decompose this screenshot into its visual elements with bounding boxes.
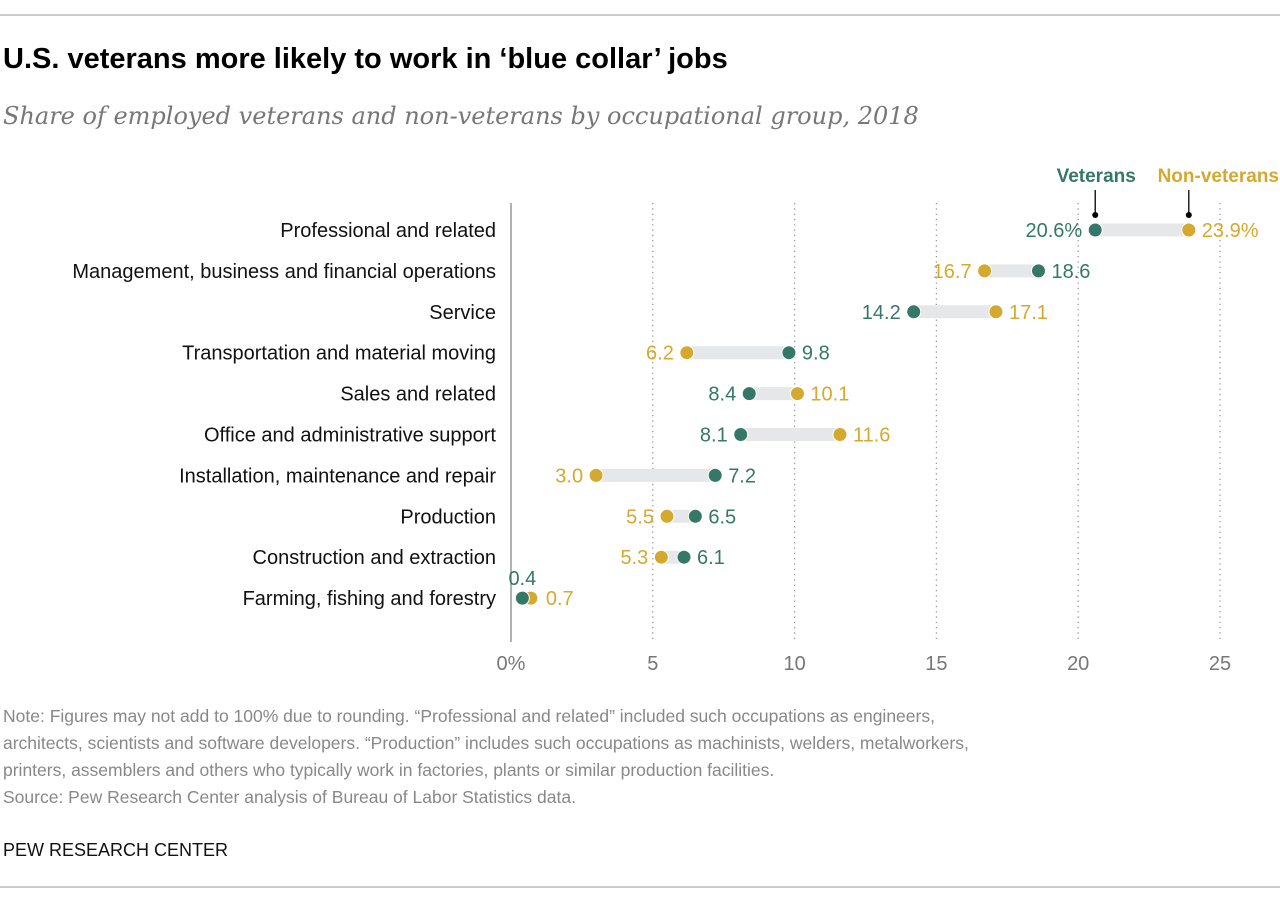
veterans-dot bbox=[514, 590, 530, 606]
chart-subtitle: Share of employed veterans and non-veter… bbox=[3, 102, 919, 130]
category-label: Installation, maintenance and repair bbox=[179, 465, 496, 487]
legend-pointer-dot bbox=[1185, 212, 1192, 218]
non-veterans-dot bbox=[832, 427, 848, 442]
non-veterans-value-label: 3.0 bbox=[555, 465, 583, 487]
x-tick-label: 5 bbox=[647, 653, 658, 675]
note-line-2: architects, scientists and software deve… bbox=[3, 733, 969, 753]
veterans-dot bbox=[1087, 222, 1103, 238]
chart-title: U.S. veterans more likely to work in ‘bl… bbox=[3, 43, 728, 75]
veterans-dot bbox=[781, 345, 797, 361]
brand-label: PEW RESEARCH CENTER bbox=[3, 840, 228, 860]
x-tick-label: 10 bbox=[783, 653, 805, 675]
veterans-dot bbox=[1030, 263, 1046, 279]
category-label: Farming, fishing and forestry bbox=[243, 588, 496, 610]
veterans-dot bbox=[676, 549, 692, 565]
veterans-value-label: 8.4 bbox=[708, 384, 736, 406]
veterans-dot bbox=[733, 427, 749, 442]
veterans-value-label: 6.5 bbox=[708, 506, 736, 528]
veterans-dot bbox=[687, 508, 703, 524]
veterans-value-label: 8.1 bbox=[700, 425, 728, 447]
source: Source: Pew Research Center analysis of … bbox=[3, 787, 576, 807]
non-veterans-value-label: 11.6 bbox=[853, 425, 890, 447]
category-label: Service bbox=[429, 302, 496, 324]
veterans-dot bbox=[906, 304, 922, 320]
veterans-value-label: 7.2 bbox=[728, 465, 756, 487]
non-veterans-value-label: 16.7 bbox=[933, 261, 972, 283]
x-tick-label: 25 bbox=[1209, 653, 1231, 675]
non-veterans-value-label: 17.1 bbox=[1009, 302, 1048, 324]
non-veterans-value-label: 10.1 bbox=[810, 384, 849, 406]
non-veterans-dot bbox=[679, 345, 695, 361]
non-veterans-value-label: 5.3 bbox=[620, 547, 648, 569]
category-label: Transportation and material moving bbox=[182, 343, 496, 365]
non-veterans-dot bbox=[653, 549, 669, 565]
category-label: Construction and extraction bbox=[253, 547, 496, 569]
category-label: Office and administrative support bbox=[204, 425, 496, 447]
non-veterans-value-label: 23.9% bbox=[1202, 220, 1259, 242]
x-tick-label: 15 bbox=[925, 653, 947, 675]
veterans-value-label: 18.6 bbox=[1051, 261, 1090, 283]
non-veterans-dot bbox=[988, 304, 1004, 320]
veterans-value-label: 6.1 bbox=[697, 547, 725, 569]
veterans-dot bbox=[741, 386, 757, 402]
veterans-value-label: 20.6% bbox=[1025, 220, 1082, 242]
non-veterans-value-label: 5.5 bbox=[626, 506, 654, 528]
legend-non-veterans: Non-veterans bbox=[1158, 166, 1279, 187]
note-line-3: printers, assemblers and others who typi… bbox=[3, 760, 774, 780]
legend-pointer-dot bbox=[1092, 212, 1099, 218]
veterans-dot bbox=[707, 467, 723, 483]
category-label: Professional and related bbox=[280, 220, 496, 242]
non-veterans-dot bbox=[1181, 222, 1197, 238]
x-tick-label: 0% bbox=[497, 653, 526, 675]
x-tick-label: 20 bbox=[1067, 653, 1089, 675]
veterans-value-label: 9.8 bbox=[802, 343, 830, 365]
veterans-value-label: 0.4 bbox=[508, 568, 536, 590]
non-veterans-dot bbox=[977, 263, 993, 279]
non-veterans-value-label: 6.2 bbox=[646, 343, 674, 365]
veterans-value-label: 14.2 bbox=[862, 302, 901, 324]
non-veterans-dot bbox=[588, 467, 604, 483]
category-label: Production bbox=[400, 506, 496, 528]
non-veterans-value-label: 0.7 bbox=[546, 588, 574, 610]
non-veterans-dot bbox=[659, 508, 675, 524]
category-label: Management, business and financial opera… bbox=[72, 261, 496, 283]
category-label: Sales and related bbox=[340, 384, 496, 406]
non-veterans-dot bbox=[789, 386, 805, 402]
note-line-1: Note: Figures may not add to 100% due to… bbox=[3, 706, 935, 726]
legend-veterans: Veterans bbox=[1057, 166, 1136, 187]
